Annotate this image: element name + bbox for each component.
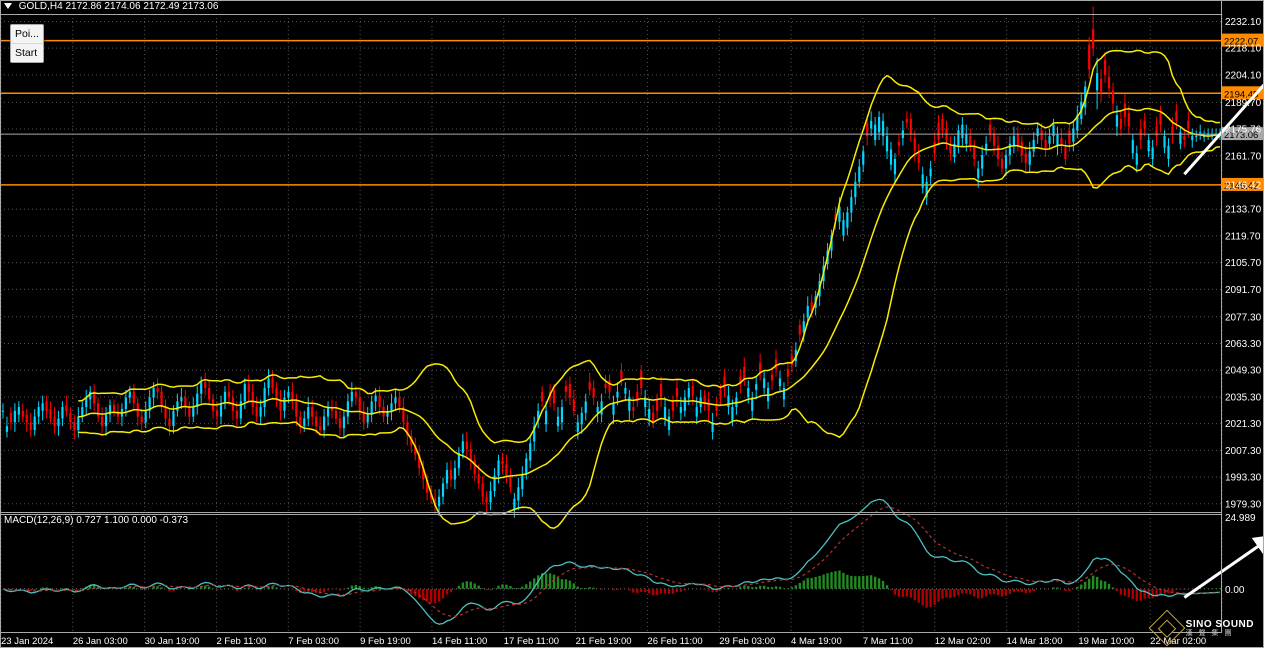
y-tick: 2091.70: [1225, 285, 1262, 296]
chart-root: 2222.072194.452146.422173.062232.102218.…: [0, 0, 1264, 648]
y-tick: 2119.70: [1225, 231, 1261, 242]
y-tick: 1993.30: [1225, 473, 1262, 484]
x-tick: 26 Jan 03:00: [73, 636, 128, 647]
toolbar-start-button[interactable]: Start: [11, 44, 43, 62]
x-tick: 22 Mar 02:00: [1150, 636, 1206, 647]
x-tick: 30 Jan 19:00: [145, 636, 200, 647]
y-tick: 2133.70: [1225, 205, 1262, 216]
grid: [0, 14, 1222, 632]
y-tick: 2007.30: [1225, 446, 1262, 457]
bb-lower: [78, 147, 1220, 529]
macd-header: MACD(12,26,9) 0.727 1.100 0.000 -0.373: [4, 515, 188, 526]
y-tick: 2021.30: [1225, 419, 1262, 430]
x-tick: 7 Feb 03:00: [288, 636, 339, 647]
y-tick: 2077.30: [1225, 312, 1262, 323]
y-tick: 2049.30: [1225, 366, 1262, 377]
x-tick: 23 Jan 2024: [1, 636, 53, 647]
bb-upper: [78, 50, 1220, 442]
y-tick: 2204.10: [1225, 70, 1262, 81]
y-tick: 2035.30: [1225, 392, 1262, 403]
x-tick: 26 Feb 11:00: [647, 636, 702, 647]
y-tick: 2189.70: [1225, 98, 1262, 109]
y-tick: 2175.76: [1225, 124, 1262, 135]
toolbar-pointer-button[interactable]: Poi...: [11, 25, 43, 44]
candles: [2, 6, 1221, 517]
svg-text:24.989: 24.989: [1225, 513, 1256, 524]
dropdown-icon[interactable]: [4, 3, 12, 9]
x-tick: 12 Mar 02:00: [935, 636, 991, 647]
y-tick: 2146.42: [1225, 180, 1262, 191]
x-tick: 19 Mar 10:00: [1078, 636, 1134, 647]
chart-svg[interactable]: 2222.072194.452146.422173.062232.102218.…: [0, 0, 1264, 648]
toolbar: Poi... Start: [10, 24, 44, 63]
x-tick: 9 Feb 19:00: [360, 636, 411, 647]
x-tick: 14 Mar 18:00: [1007, 636, 1063, 647]
x-tick: 17 Feb 11:00: [504, 636, 559, 647]
x-tick: 21 Feb 19:00: [576, 636, 632, 647]
y-tick: 2161.70: [1225, 151, 1262, 162]
y-tick: 2232.10: [1225, 17, 1262, 28]
svg-text:0.00: 0.00: [1225, 585, 1245, 596]
x-tick: 29 Feb 03:00: [719, 636, 775, 647]
x-tick: 7 Mar 11:00: [863, 636, 913, 647]
ohlc-label: 2172.86 2174.06 2172.49 2173.06: [65, 1, 218, 12]
y-tick: 2218.10: [1225, 44, 1262, 55]
x-tick: 14 Feb 11:00: [432, 636, 487, 647]
symbol-label: GOLD,H4: [19, 1, 63, 12]
y-tick: 2063.30: [1225, 339, 1262, 350]
y-tick: 1979.30: [1225, 499, 1262, 510]
x-tick: 4 Mar 19:00: [791, 636, 842, 647]
y-tick: 2105.70: [1225, 258, 1262, 269]
x-tick: 2 Feb 11:00: [216, 636, 266, 647]
chart-header: GOLD,H4 2172.86 2174.06 2172.49 2173.06: [4, 1, 218, 12]
